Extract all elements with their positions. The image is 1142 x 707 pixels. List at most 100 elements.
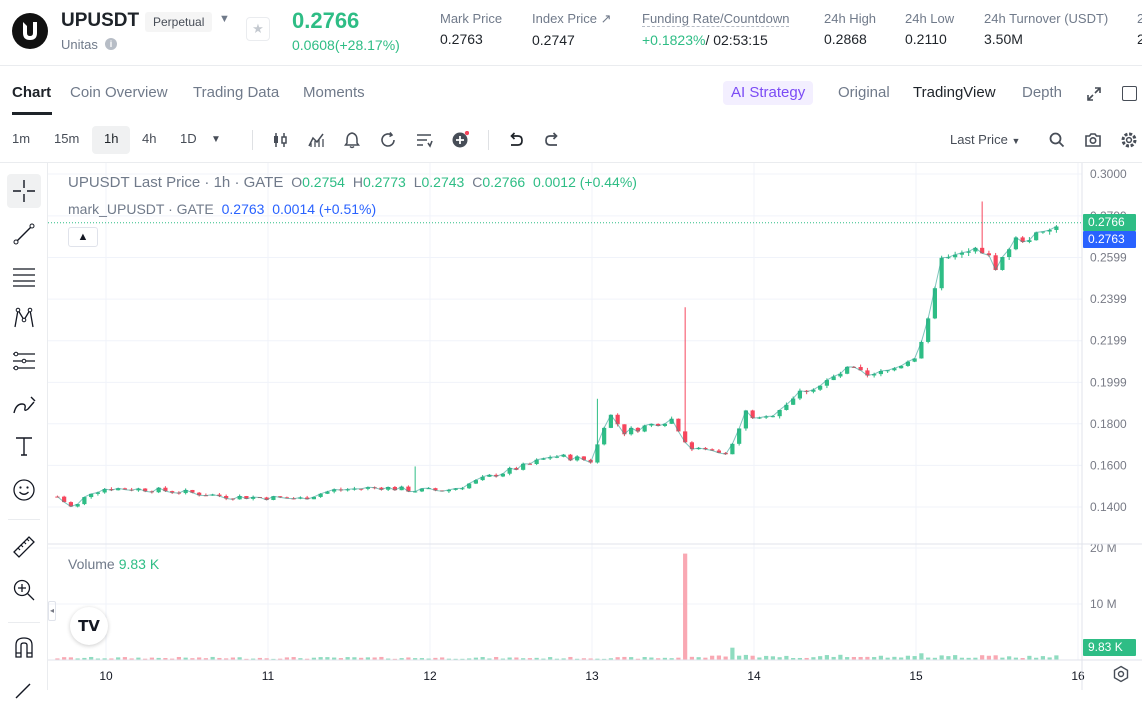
stat-value: 3.50M — [984, 31, 1023, 47]
trend-line-tool[interactable] — [7, 217, 41, 251]
volume-bar — [912, 656, 917, 660]
gear-icon[interactable] — [1120, 131, 1138, 149]
candle-body — [1054, 226, 1059, 230]
undo-icon[interactable] — [507, 131, 525, 149]
collapse-legend-button[interactable]: ▲ — [68, 227, 98, 247]
interval-4h[interactable]: 4h — [142, 131, 157, 146]
candle-body — [453, 488, 458, 490]
chevron-up-icon: ▲ — [77, 231, 89, 243]
volume-bar — [966, 657, 971, 660]
candle-body — [419, 488, 424, 492]
volume-bar — [635, 658, 640, 660]
candle-body — [905, 361, 910, 366]
text-tool[interactable] — [7, 429, 41, 463]
price-change: 0.0608(+28.17%) — [292, 37, 400, 53]
chevron-down-icon[interactable]: ▼ — [219, 13, 230, 25]
volume-bar — [777, 657, 782, 660]
candle-type-icon[interactable] — [271, 131, 289, 149]
stat-mark-price: Mark Price 0.2763 — [440, 11, 502, 47]
volume-bar — [588, 658, 593, 660]
alert-bell-icon[interactable] — [343, 131, 361, 149]
camera-icon[interactable] — [1084, 131, 1102, 149]
price-axis-label: 0.1999 — [1090, 375, 1127, 389]
candle-body — [932, 288, 937, 319]
view-original[interactable]: Original — [838, 84, 890, 101]
tab-coin-overview[interactable]: Coin Overview — [70, 84, 168, 101]
strategy-button[interactable]: AI Strategy — [723, 81, 814, 105]
volume-bar — [62, 657, 67, 660]
mark-values: 0.2763 0.0014 (+0.51%) — [221, 201, 377, 217]
volume-bar — [595, 658, 600, 660]
volume-bar — [581, 658, 586, 660]
crosshair-tool[interactable] — [7, 174, 41, 208]
stat-label: Mark Price — [440, 11, 503, 26]
candle-body — [467, 483, 472, 489]
candle-body — [953, 254, 958, 258]
interval-1m[interactable]: 1m — [12, 131, 31, 146]
volume-bar — [419, 658, 424, 660]
chart-canvas[interactable]: 0.30000.27990.25990.23990.21990.19990.18… — [48, 163, 1142, 690]
time-axis-label: 14 — [747, 669, 761, 683]
tab-trading-data[interactable]: Trading Data — [193, 84, 280, 101]
volume-bar — [865, 656, 870, 660]
magnet-tool[interactable] — [7, 630, 41, 664]
volume-bar — [602, 658, 607, 660]
volume-bar — [770, 656, 775, 660]
interval-more-icon[interactable]: ▼ — [211, 134, 221, 145]
view-depth[interactable]: Depth — [1022, 84, 1063, 101]
candle-body — [926, 318, 931, 342]
volume-bar — [102, 658, 107, 660]
price-type-select[interactable]: Last Price ▼ — [950, 132, 1020, 147]
pattern-tool[interactable] — [7, 301, 41, 335]
favorite-star-icon[interactable]: ★ — [246, 17, 270, 41]
tab-chart[interactable]: Chart — [12, 84, 52, 101]
expand-icon[interactable] — [1086, 86, 1102, 102]
search-icon[interactable] — [1048, 131, 1066, 149]
tab-moments[interactable]: Moments — [303, 84, 365, 101]
candle-body — [514, 467, 519, 470]
time-axis-label: 10 — [99, 669, 113, 683]
candle-body — [62, 496, 67, 503]
symbol-name[interactable]: UPUSDT — [61, 10, 140, 31]
window-icon[interactable] — [1122, 86, 1137, 101]
candle-body — [986, 253, 991, 256]
brush-tool[interactable] — [7, 387, 41, 421]
volume-bar — [318, 657, 323, 660]
info-icon[interactable]: i — [105, 38, 117, 50]
measure-tool[interactable] — [7, 530, 41, 564]
candle-body — [784, 404, 789, 410]
replay-icon[interactable] — [379, 131, 397, 149]
candle-body — [210, 494, 215, 496]
indicators-icon[interactable] — [307, 131, 325, 149]
candle-body — [581, 456, 586, 460]
volume-bar — [230, 657, 235, 660]
price-chart[interactable]: 0.30000.27990.25990.23990.21990.19990.18… — [48, 163, 1142, 690]
interval-1d[interactable]: 1D — [180, 131, 197, 146]
price-axis-label: 0.2399 — [1090, 292, 1127, 306]
volume-bar — [480, 657, 485, 660]
candle-body — [764, 416, 769, 418]
lock-drawing-tool[interactable] — [7, 673, 41, 707]
volume-bar — [521, 658, 526, 660]
add-plus-icon[interactable] — [451, 131, 469, 149]
chart-settings-icon[interactable] — [1112, 665, 1130, 683]
stat-index-price[interactable]: Index Price ↗ 0.2747 — [532, 11, 612, 48]
candle-body — [534, 459, 539, 464]
view-tradingview[interactable]: TradingView — [913, 84, 996, 101]
zoom-tool[interactable] — [7, 573, 41, 607]
volume-bar — [1040, 656, 1045, 660]
volume-bar — [149, 657, 154, 660]
layout-list-icon[interactable] — [415, 131, 433, 149]
redo-icon[interactable] — [543, 131, 561, 149]
projection-tool[interactable] — [7, 344, 41, 378]
interval-1h[interactable]: 1h — [104, 131, 119, 146]
tradingview-logo[interactable]: TV — [70, 607, 108, 645]
horizontal-lines-icon — [13, 268, 35, 287]
emoji-tool[interactable] — [7, 473, 41, 507]
interval-15m[interactable]: 15m — [54, 131, 80, 146]
candle-body — [858, 366, 863, 371]
fib-retracement-tool[interactable] — [7, 259, 41, 293]
collapse-sidebar-arrow[interactable]: ◂ — [48, 601, 56, 621]
divider — [488, 130, 489, 150]
projection-icon — [13, 351, 35, 371]
